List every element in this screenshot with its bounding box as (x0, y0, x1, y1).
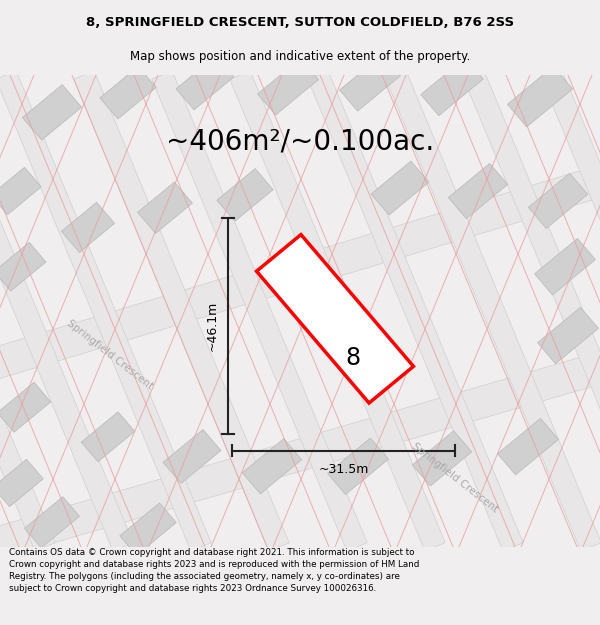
Polygon shape (448, 163, 508, 219)
Polygon shape (120, 503, 176, 556)
Polygon shape (152, 71, 367, 551)
Text: Springfield Crescent: Springfield Crescent (65, 319, 155, 392)
Text: Springfield Crescent: Springfield Crescent (410, 441, 500, 514)
Polygon shape (137, 182, 193, 233)
Polygon shape (542, 71, 600, 551)
Polygon shape (22, 84, 82, 140)
Polygon shape (535, 239, 595, 295)
Polygon shape (100, 66, 156, 119)
Polygon shape (242, 439, 302, 494)
Polygon shape (74, 71, 289, 551)
Polygon shape (0, 163, 600, 380)
Polygon shape (508, 66, 572, 127)
Polygon shape (421, 58, 483, 116)
Polygon shape (412, 431, 472, 486)
Polygon shape (371, 161, 429, 215)
Polygon shape (257, 234, 413, 403)
Polygon shape (230, 71, 445, 551)
Text: Map shows position and indicative extent of the property.: Map shows position and indicative extent… (130, 50, 470, 62)
Polygon shape (61, 202, 115, 252)
Polygon shape (0, 168, 41, 215)
Text: ~406m²/~0.100ac.: ~406m²/~0.100ac. (166, 128, 434, 156)
Polygon shape (497, 418, 559, 475)
Text: ~31.5m: ~31.5m (319, 462, 368, 476)
Polygon shape (163, 429, 221, 483)
Polygon shape (529, 173, 587, 229)
Polygon shape (0, 350, 600, 560)
Polygon shape (0, 71, 55, 551)
Polygon shape (25, 497, 80, 548)
Polygon shape (0, 242, 46, 291)
Polygon shape (340, 54, 400, 111)
Polygon shape (328, 438, 388, 494)
Polygon shape (0, 382, 51, 432)
Polygon shape (0, 459, 43, 507)
Text: ~46.1m: ~46.1m (205, 301, 218, 351)
Polygon shape (308, 71, 523, 551)
Polygon shape (386, 71, 600, 551)
Polygon shape (0, 71, 133, 551)
Text: 8, SPRINGFIELD CRESCENT, SUTTON COLDFIELD, B76 2SS: 8, SPRINGFIELD CRESCENT, SUTTON COLDFIEL… (86, 16, 514, 29)
Polygon shape (464, 71, 600, 551)
Text: Contains OS data © Crown copyright and database right 2021. This information is : Contains OS data © Crown copyright and d… (9, 548, 419, 592)
Polygon shape (217, 169, 273, 221)
Text: 8: 8 (346, 346, 361, 370)
Polygon shape (81, 412, 135, 462)
Polygon shape (0, 71, 211, 551)
Polygon shape (176, 56, 234, 110)
Polygon shape (257, 59, 319, 115)
Polygon shape (538, 308, 598, 364)
